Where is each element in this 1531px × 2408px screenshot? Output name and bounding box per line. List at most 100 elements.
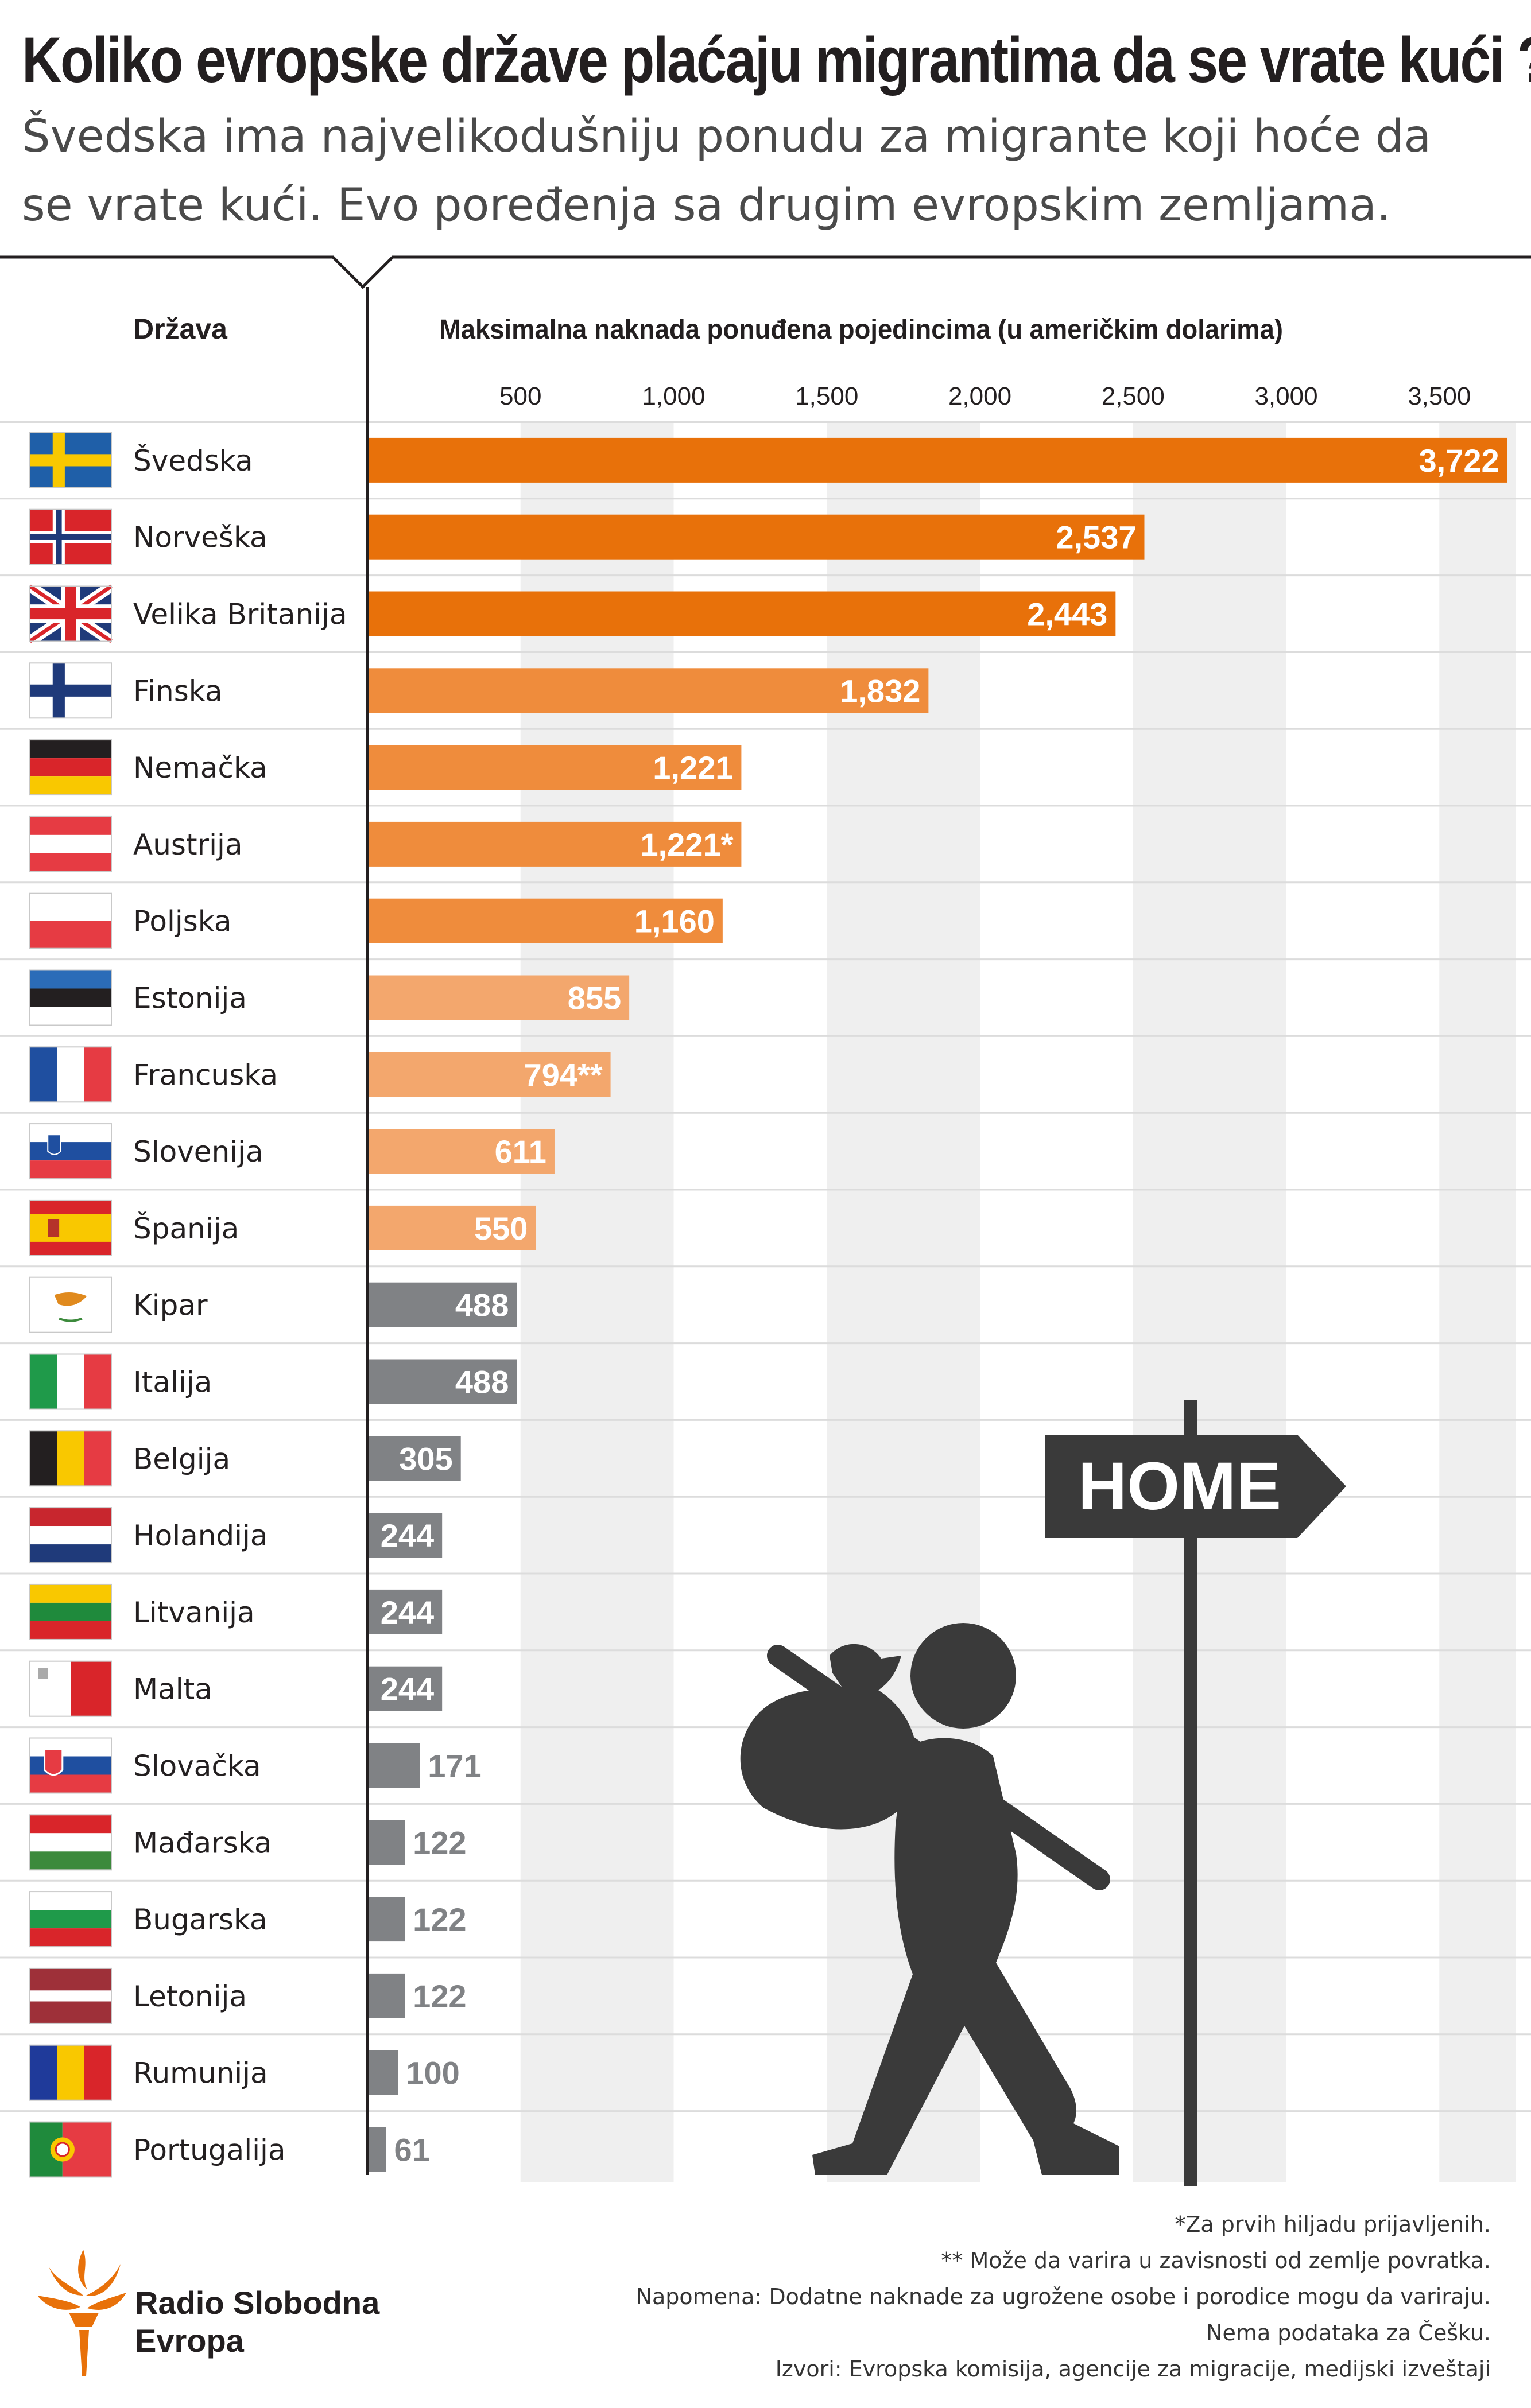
bar-value-label: 1,221 [653, 749, 733, 786]
x-tick-label: 3,500 [1408, 382, 1471, 410]
chart-row: Portugalija 61 [29, 2121, 430, 2178]
italy-flag [29, 1353, 112, 1410]
chart-row: Velika Britanija 2,443 [0, 581, 1531, 653]
bar [367, 1282, 517, 1327]
category-label: Belgija [133, 1442, 230, 1475]
poland-flag [29, 892, 112, 949]
x-axis-ticks: 500 1,000 1,500 2,000 2,500 3,000 3,500 [499, 382, 1471, 410]
x-axis-title: Maksimalna naknada ponuđena pojedincima … [439, 314, 1283, 345]
portugal-flag [29, 2121, 112, 2178]
bar-value-label: 2,537 [1056, 519, 1136, 556]
chart-rows: Švedska 3,722 Norveška 2,537 Velika Britanij… [0, 432, 1531, 2178]
chart-row: Švedska 3,722 [0, 432, 1531, 500]
bar-value-label: 122 [413, 1901, 466, 1937]
chart-row: Bugarska 122 [0, 1891, 1531, 1959]
bar [367, 975, 630, 1020]
grid-band [520, 422, 674, 2182]
logo-line-1: Radio Slobodna [135, 2285, 380, 2321]
bar [367, 1205, 536, 1250]
footnote-2: ** Može da varira u zavisnosti od zemlje… [941, 2248, 1491, 2273]
hungary-flag [29, 1814, 112, 1871]
bar [367, 1129, 555, 1174]
footnote-no-data: Nema podataka za Češku. [1206, 2320, 1491, 2345]
bar-value-label: 794** [524, 1057, 603, 1093]
cyprus-flag [29, 1276, 112, 1333]
signpost-icon: HOME [1045, 1400, 1346, 2186]
bar-value-label: 305 [399, 1440, 452, 1477]
lithuania-flag [29, 1583, 112, 1640]
x-tick-label: 1,000 [642, 382, 705, 410]
bar [367, 898, 723, 943]
x-tick-label: 1,500 [795, 382, 858, 410]
bar [367, 2050, 398, 2095]
category-label: Malta [133, 1673, 212, 1706]
category-label: Kipar [133, 1289, 208, 1322]
chart-row: Španija 550 [0, 1199, 1531, 1268]
france-flag [29, 1046, 112, 1103]
x-tick-label: 3,000 [1254, 382, 1317, 410]
chart-row: Litvanija 244 [0, 1583, 1531, 1652]
uk-flag [26, 581, 115, 646]
bar [367, 1359, 517, 1404]
category-label: Mađarska [133, 1826, 272, 1859]
chart-row: Estonija 855 [0, 969, 1531, 1037]
netherlands-flag [29, 1507, 112, 1564]
home-sign-text: HOME [1078, 1448, 1281, 1524]
footnote-1: *Za prvih hiljadu prijavljenih. [1175, 2212, 1491, 2237]
chart-row: Mađarska 122 [0, 1814, 1531, 1882]
category-label: Velika Britanija [133, 598, 347, 631]
bar [367, 2127, 386, 2172]
bar [367, 1973, 405, 2018]
bar-value-label: 611 [495, 1133, 546, 1170]
page-subtitle: Švedska ima najvelikodušniju ponudu za m… [22, 111, 1432, 231]
x-tick-label: 2,500 [1102, 382, 1165, 410]
bar [367, 514, 1145, 560]
bar-value-label: 244 [381, 1517, 434, 1553]
footnote-sources: Izvori: Evropska komisija, agencije za m… [775, 2356, 1491, 2382]
category-label: Španija [133, 1211, 239, 1245]
torch-flame-icon [37, 2250, 126, 2376]
malta-flag [29, 1660, 112, 1717]
slovenia-flag [29, 1123, 112, 1180]
bar-value-label: 3,722 [1419, 442, 1499, 479]
bar-value-label: 2,443 [1027, 596, 1107, 632]
page-title: Koliko evropske države plaćaju migrantim… [22, 24, 1531, 96]
chart-row: Holandija 244 [0, 1507, 1531, 1575]
x-tick-label: 500 [499, 382, 541, 410]
chart-row: Norveška 2,537 [0, 508, 1531, 577]
chart-row: Francuska 794** [0, 1046, 1531, 1114]
footnote-note: Napomena: Dodatne naknade za ugrožene os… [635, 2284, 1491, 2309]
bar-value-label: 550 [474, 1210, 528, 1246]
x-tick-label: 2,000 [948, 382, 1011, 410]
category-label: Portugalija [133, 2134, 286, 2167]
category-label: Norveška [133, 521, 268, 554]
belgium-flag [29, 1430, 112, 1487]
bar-value-label: 61 [394, 2132, 430, 2168]
chart-row: Kipar 488 [0, 1276, 1531, 1345]
category-label: Holandija [133, 1519, 268, 1552]
estonia-flag [29, 969, 112, 1026]
bar [367, 437, 1507, 483]
slovakia-flag [29, 1737, 112, 1794]
latvia-flag [29, 1967, 112, 2024]
chart-row: Finska 1,832 [0, 662, 1531, 730]
bar [367, 1052, 611, 1097]
bar [367, 1897, 405, 1942]
bar-value-label: 1,832 [840, 673, 920, 709]
column-header-drzava: Država [133, 313, 228, 345]
walking-person-with-bundle-icon [740, 1623, 1119, 2175]
bar-chart: Država Maksimalna naknada ponuđena pojed… [0, 255, 1531, 2186]
bar-value-label: 100 [406, 2055, 459, 2091]
bar-value-label: 488 [455, 1287, 509, 1323]
chart-row: Poljska 1,160 [0, 892, 1531, 961]
bar [367, 821, 742, 867]
bar-value-label: 122 [413, 1824, 466, 1861]
norway-flag [29, 508, 112, 565]
bar [367, 591, 1116, 636]
bar-value-label: 488 [455, 1364, 509, 1400]
bar-value-label: 171 [428, 1748, 481, 1784]
category-label: Finska [133, 674, 222, 708]
chart-row: Letonija 122 [0, 1967, 1531, 2036]
category-label: Litvanija [133, 1596, 255, 1629]
category-label: Slovačka [133, 1750, 261, 1783]
